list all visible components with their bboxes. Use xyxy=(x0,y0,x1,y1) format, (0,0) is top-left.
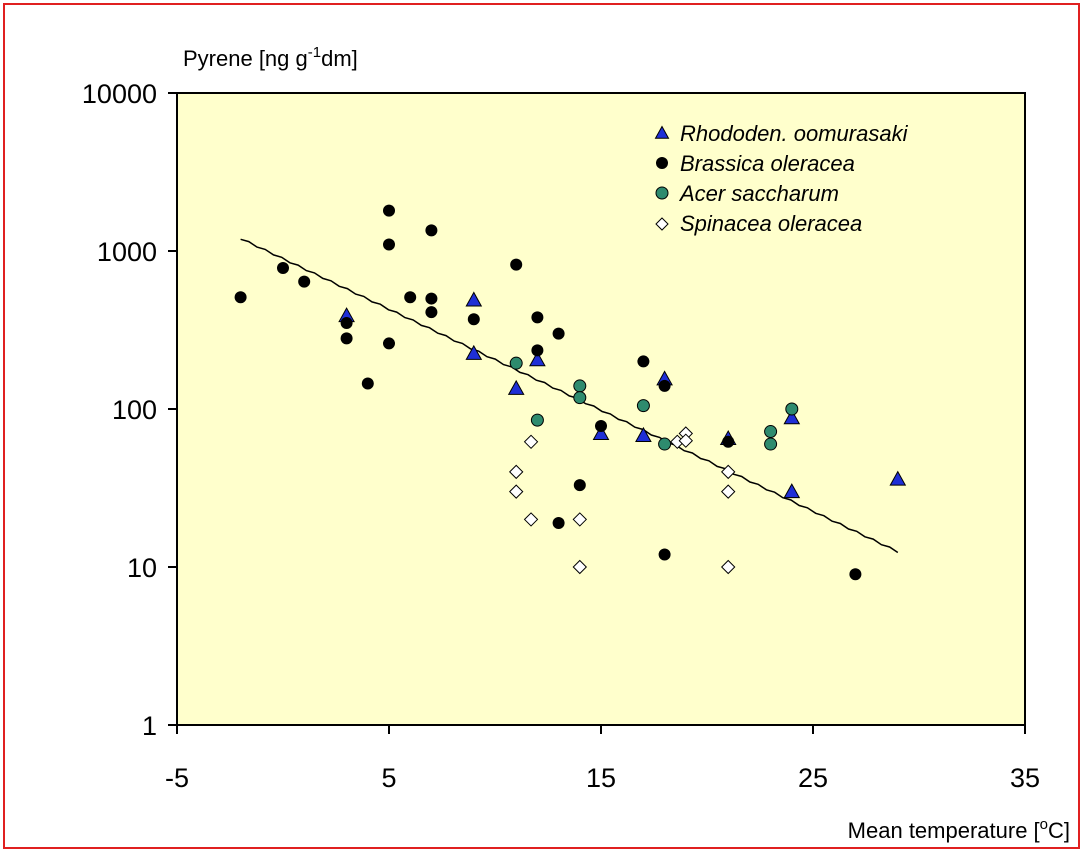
green-circle-point xyxy=(765,426,777,438)
black-circle-point xyxy=(425,224,437,236)
black-circle-point xyxy=(510,259,522,271)
black-circle-point xyxy=(298,276,310,288)
legend-label: Rhododen. oomurasaki xyxy=(680,121,909,146)
legend-item-spinacea: Spinacea oleracea xyxy=(656,211,862,236)
black-circle-point xyxy=(574,479,586,491)
x-tick-label: -5 xyxy=(165,763,189,793)
black-circle-point xyxy=(383,205,395,217)
legend-item-rhododen: Rhododen. oomurasaki xyxy=(656,121,909,146)
x-axis-title-tail: C] xyxy=(1048,818,1070,843)
y-axis-title-tail: dm] xyxy=(321,46,358,71)
y-tick-label: 1 xyxy=(142,711,157,741)
black-circle-point xyxy=(531,311,543,323)
y-axis-title: Pyrene [ng g-1dm] xyxy=(183,44,358,71)
y-tick-label: 10000 xyxy=(82,79,157,109)
black-circle-point xyxy=(659,380,671,392)
black-circle-point xyxy=(595,420,607,432)
black-circle-point xyxy=(722,436,734,448)
black-circle-point xyxy=(341,332,353,344)
green-circle-point xyxy=(510,357,522,369)
legend-green-circle-marker xyxy=(656,187,668,199)
x-tick-label: 5 xyxy=(381,763,396,793)
y-axis-ticks: 1 10 100 1000 10000 xyxy=(82,79,177,741)
green-circle-point xyxy=(786,403,798,415)
black-circle-point xyxy=(362,378,374,390)
green-circle-point xyxy=(637,400,649,412)
green-circle-point xyxy=(765,438,777,450)
green-circle-point xyxy=(659,438,671,450)
black-circle-point xyxy=(468,313,480,325)
green-circle-point xyxy=(574,392,586,404)
x-axis-title-main: Mean temperature [ xyxy=(848,818,1040,843)
x-tick-label: 15 xyxy=(586,763,616,793)
black-circle-point xyxy=(425,293,437,305)
y-tick-label: 100 xyxy=(112,395,157,425)
x-tick-label: 25 xyxy=(798,763,828,793)
legend-label: Acer saccharum xyxy=(678,181,839,206)
black-circle-point xyxy=(235,291,247,303)
legend-item-acer: Acer saccharum xyxy=(656,181,839,206)
black-circle-point xyxy=(637,355,649,367)
x-axis-ticks: -5 5 15 25 35 xyxy=(165,725,1040,793)
black-circle-point xyxy=(277,262,289,274)
black-circle-point xyxy=(383,337,395,349)
legend-item-brassica: Brassica oleracea xyxy=(656,151,855,176)
green-circle-point xyxy=(574,380,586,392)
y-tick-label: 10 xyxy=(127,553,157,583)
black-circle-point xyxy=(531,344,543,356)
plot-area xyxy=(177,93,1025,725)
black-circle-point xyxy=(383,238,395,250)
y-axis-title-sup: -1 xyxy=(308,44,321,61)
black-circle-point xyxy=(849,568,861,580)
black-circle-point xyxy=(425,306,437,318)
legend-black-circle-marker xyxy=(656,157,668,169)
y-axis-title-main: Pyrene [ng g xyxy=(183,46,308,71)
black-circle-point xyxy=(553,328,565,340)
x-tick-label: 35 xyxy=(1010,763,1040,793)
black-circle-point xyxy=(659,548,671,560)
legend-label: Spinacea oleracea xyxy=(680,211,862,236)
y-tick-label: 1000 xyxy=(97,237,157,267)
black-circle-point xyxy=(404,291,416,303)
legend-label: Brassica oleracea xyxy=(680,151,855,176)
x-axis-title-sup: o xyxy=(1040,816,1048,833)
black-circle-point xyxy=(553,517,565,529)
black-circle-point xyxy=(341,317,353,329)
green-circle-point xyxy=(531,414,543,426)
x-axis-title: Mean temperature [oC] xyxy=(848,816,1070,843)
